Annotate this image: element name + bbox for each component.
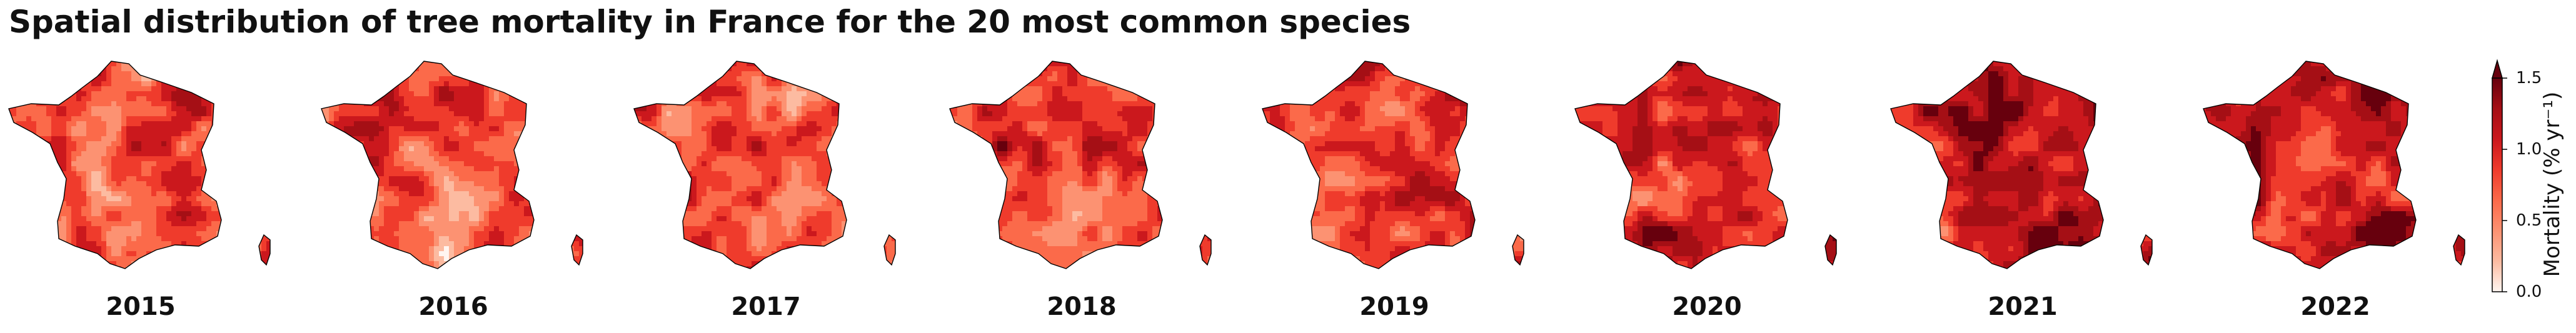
map-panel-2019: 2019 — [1260, 56, 1529, 331]
france-map-2018 — [949, 61, 1212, 269]
map-panel-2015: 2015 — [6, 56, 275, 331]
colorbar-bar — [2492, 77, 2503, 292]
france-outline — [1574, 61, 1788, 269]
figure-title: Spatial distribution of tree mortality i… — [9, 4, 1411, 40]
mortality-regions — [950, 61, 1211, 269]
colorbar-tick-1: 0.5 — [2516, 212, 2542, 229]
year-label-2015: 2015 — [6, 292, 275, 321]
year-label-2020: 2020 — [1572, 292, 1841, 321]
france-outline — [321, 61, 535, 269]
mortality-regions — [634, 61, 895, 269]
colorbar: 0.0 0.5 1.0 1.5 Mortality (% yr⁻¹) — [2482, 59, 2576, 309]
map-panel-2022: 2022 — [2201, 56, 2470, 331]
map-panel-2021: 2021 — [1888, 56, 2157, 331]
mortality-regions — [2203, 61, 2465, 269]
france-outline — [8, 61, 222, 269]
france-map-2016 — [321, 61, 583, 269]
mortality-regions — [1262, 61, 1524, 269]
colorbar-extend-arrow — [2492, 59, 2503, 79]
corsica-outline — [1512, 234, 1524, 266]
france-outline — [2203, 61, 2417, 269]
colorbar-tick-0: 0.0 — [2516, 284, 2542, 300]
year-label-2016: 2016 — [319, 292, 588, 321]
map-panel-2020: 2020 — [1572, 56, 1841, 331]
france-map-2015 — [8, 61, 271, 269]
map-panel-2017: 2017 — [631, 56, 900, 331]
map-panel-2016: 2016 — [319, 56, 588, 331]
colorbar-tick-3: 1.5 — [2516, 70, 2542, 86]
year-label-2022: 2022 — [2201, 292, 2470, 321]
year-label-2019: 2019 — [1260, 292, 1529, 321]
france-outline — [633, 61, 847, 269]
colorbar-tick-2: 1.0 — [2516, 141, 2542, 157]
year-label-2018: 2018 — [947, 292, 1216, 321]
france-outline — [1890, 61, 2104, 269]
corsica-outline — [1199, 234, 1212, 266]
corsica-outline — [1824, 234, 1837, 266]
france-map-2021 — [1890, 61, 2153, 269]
france-map-2017 — [633, 61, 896, 269]
mortality-regions — [321, 61, 583, 269]
year-label-2021: 2021 — [1888, 292, 2157, 321]
france-map-2019 — [1262, 61, 1524, 269]
colorbar-gradient — [2492, 59, 2507, 292]
france-outline — [1262, 61, 1476, 269]
france-map-2022 — [2203, 61, 2465, 269]
france-outline — [949, 61, 1163, 269]
corsica-outline — [883, 234, 896, 266]
corsica-outline — [2453, 234, 2465, 266]
mortality-regions — [1891, 61, 2152, 269]
corsica-outline — [571, 234, 583, 266]
year-label-2017: 2017 — [631, 292, 900, 321]
france-map-2020 — [1574, 61, 1837, 269]
map-panel-2018: 2018 — [947, 56, 1216, 331]
mortality-regions — [9, 61, 270, 269]
colorbar-label: Mortality (% yr⁻¹) — [2540, 92, 2565, 277]
mortality-regions — [1575, 61, 1836, 269]
corsica-outline — [2140, 234, 2153, 266]
corsica-outline — [258, 234, 271, 266]
